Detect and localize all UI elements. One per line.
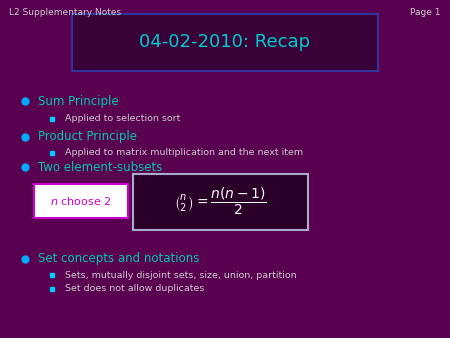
Text: Product Principle: Product Principle <box>38 130 137 143</box>
Text: $n\ \mathrm{choose}\ 2$: $n\ \mathrm{choose}\ 2$ <box>50 195 112 207</box>
FancyBboxPatch shape <box>34 184 128 218</box>
Text: Sets, mutually disjoint sets, size, union, partition: Sets, mutually disjoint sets, size, unio… <box>65 271 297 280</box>
FancyBboxPatch shape <box>133 174 308 230</box>
Text: Page 1: Page 1 <box>410 8 441 18</box>
Text: L2 Supplementary Notes: L2 Supplementary Notes <box>9 8 121 18</box>
Text: 04-02-2010: Recap: 04-02-2010: Recap <box>140 33 310 51</box>
Text: Two element-subsets: Two element-subsets <box>38 161 162 174</box>
Text: Applied to selection sort: Applied to selection sort <box>65 115 180 123</box>
Text: Set concepts and notations: Set concepts and notations <box>38 252 200 265</box>
Text: Applied to matrix multiplication and the next item: Applied to matrix multiplication and the… <box>65 148 303 157</box>
Text: Set does not allow duplicates: Set does not allow duplicates <box>65 285 205 293</box>
Text: $\binom{n}{2} = \dfrac{n(n-1)}{2}$: $\binom{n}{2} = \dfrac{n(n-1)}{2}$ <box>174 186 267 217</box>
FancyBboxPatch shape <box>72 14 378 71</box>
Text: Sum Principle: Sum Principle <box>38 95 119 108</box>
